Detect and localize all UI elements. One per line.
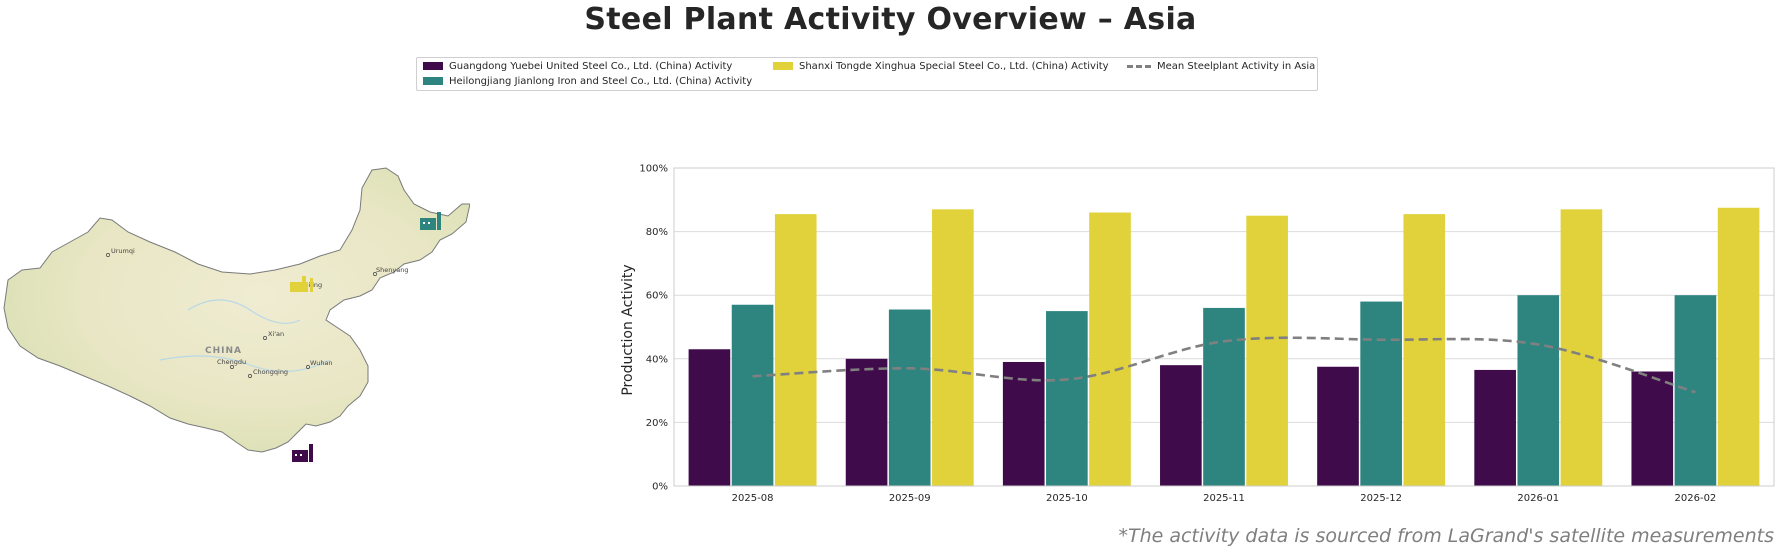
bar xyxy=(1474,369,1516,486)
y-tick-label: 60% xyxy=(646,291,668,302)
city-shenyang: Shenyang xyxy=(376,266,408,274)
bar xyxy=(1203,307,1245,486)
country-label: CHINA xyxy=(205,346,242,356)
bar xyxy=(932,209,974,486)
legend-item-mean: Mean Steelplant Activity in Asia xyxy=(1127,61,1315,72)
bar-chart: 0% 20% 40% 60% 80% 100% 2025-08 2025-09 2025-10 2… xyxy=(620,164,1775,504)
x-tick-label: 2025-08 xyxy=(732,493,774,504)
china-map: Urumqi Beijing Shenyang Xi'an Chengdu Ch… xyxy=(3,167,470,462)
plant-icon-shanxi xyxy=(290,276,313,292)
legend-swatch-mean xyxy=(1127,64,1151,68)
legend-item-heilongjiang: Heilongjiang Jianlong Iron and Steel Co.… xyxy=(423,76,752,87)
bar xyxy=(1403,214,1446,487)
axes-layer: 0% 20% 40% 60% 80% 100% 2025-08 2025-09 2025-10 2… xyxy=(639,164,1775,504)
bar xyxy=(1046,311,1088,486)
x-tick-label: 2025-09 xyxy=(889,493,931,504)
bar xyxy=(888,309,931,486)
x-tick-label: 2025-10 xyxy=(1046,493,1088,504)
bar xyxy=(1360,301,1402,486)
bar xyxy=(1517,295,1560,486)
bar xyxy=(1317,366,1359,486)
footnote: *The activity data is sourced from LaGra… xyxy=(1118,525,1774,547)
bar xyxy=(1160,365,1202,486)
legend-item-shanxi: Shanxi Tongde Xinghua Special Steel Co.,… xyxy=(773,61,1109,72)
china-outline xyxy=(3,167,470,453)
city-xian: Xi'an xyxy=(268,330,284,338)
yellow-river xyxy=(187,299,301,324)
bar xyxy=(1089,212,1131,486)
bar xyxy=(774,214,817,487)
y-tick-label: 0% xyxy=(652,482,668,493)
city-chengdu: Chengdu xyxy=(217,358,246,366)
bar xyxy=(1674,295,1717,486)
bar xyxy=(1002,361,1045,486)
y-axis-label: Production Activity xyxy=(620,264,636,395)
yangtze-river xyxy=(159,355,331,372)
city-wuhan: Wuhan xyxy=(310,359,333,367)
y-tick-label: 40% xyxy=(646,354,668,365)
x-tick-label: 2025-12 xyxy=(1360,493,1402,504)
bar xyxy=(1631,371,1674,486)
bars-layer xyxy=(688,207,1760,487)
plot-frame xyxy=(673,167,1775,487)
bar xyxy=(1717,207,1760,486)
legend-swatch-guangdong xyxy=(423,62,443,70)
bar xyxy=(688,349,731,486)
plant-icon-guangdong xyxy=(292,444,313,462)
legend-label-guangdong: Guangdong Yuebei United Steel Co., Ltd. … xyxy=(449,61,733,72)
city-urumqi: Urumqi xyxy=(111,247,135,255)
y-tick-label: 20% xyxy=(646,418,668,429)
plant-icon-heilongjiang xyxy=(420,212,441,230)
bar xyxy=(1246,215,1288,486)
legend-label-shanxi: Shanxi Tongde Xinghua Special Steel Co.,… xyxy=(799,61,1109,72)
bar xyxy=(731,304,774,486)
y-tick-label: 80% xyxy=(646,227,668,238)
x-tick-label: 2026-01 xyxy=(1517,493,1559,504)
city-chongqing: Chongqing xyxy=(253,368,288,376)
y-tick-label: 100% xyxy=(639,164,668,175)
chart-title: Steel Plant Activity Overview – Asia xyxy=(584,2,1197,37)
bar xyxy=(845,358,888,486)
legend-label-mean: Mean Steelplant Activity in Asia xyxy=(1157,61,1316,72)
mean-activity-line xyxy=(752,336,1696,394)
legend-swatch-heilongjiang xyxy=(423,77,443,85)
legend: Guangdong Yuebei United Steel Co., Ltd. … xyxy=(416,57,1318,91)
legend-item-guangdong: Guangdong Yuebei United Steel Co., Ltd. … xyxy=(423,61,732,72)
legend-label-heilongjiang: Heilongjiang Jianlong Iron and Steel Co.… xyxy=(449,76,753,87)
mean-line-layer xyxy=(752,336,1696,394)
bar xyxy=(1560,209,1603,486)
legend-swatch-shanxi xyxy=(773,62,793,70)
x-tick-label: 2025-11 xyxy=(1203,493,1245,504)
x-tick-label: 2026-02 xyxy=(1675,493,1717,504)
